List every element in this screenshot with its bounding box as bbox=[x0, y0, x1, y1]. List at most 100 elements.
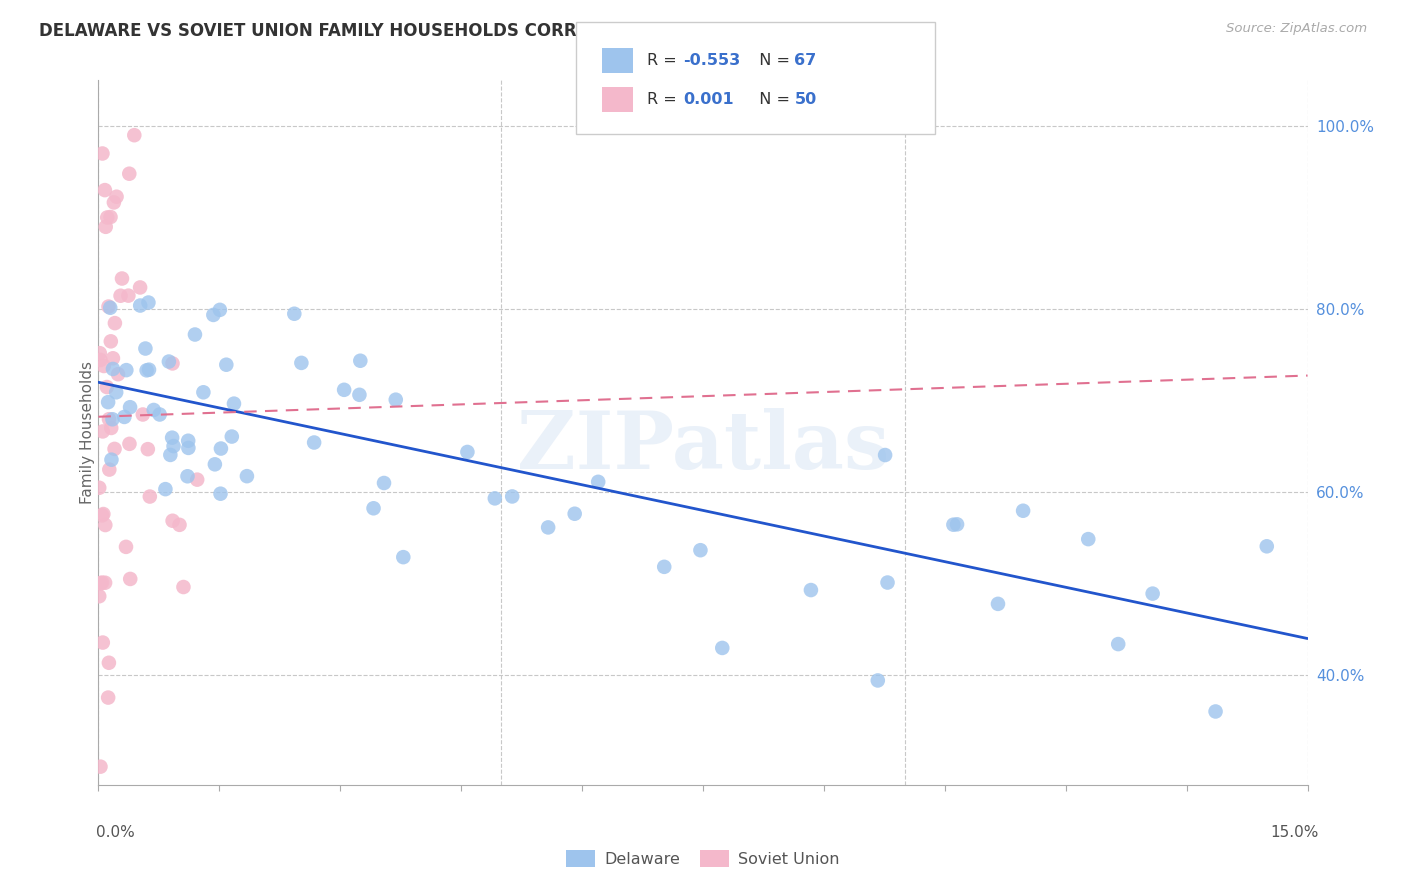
Point bbox=[100, 452, 122, 467]
Point bbox=[283, 307, 305, 321]
Point bbox=[89, 576, 111, 591]
Point bbox=[139, 490, 162, 504]
Point bbox=[112, 409, 135, 424]
Point bbox=[392, 550, 415, 565]
Point bbox=[97, 395, 120, 409]
Point bbox=[157, 354, 180, 368]
Point bbox=[91, 635, 114, 649]
Point bbox=[100, 210, 122, 224]
Point bbox=[98, 301, 121, 315]
Point bbox=[89, 481, 111, 495]
Point bbox=[800, 582, 823, 597]
Point bbox=[103, 195, 125, 210]
Point bbox=[176, 469, 198, 483]
Point bbox=[1012, 504, 1035, 518]
Point bbox=[501, 490, 523, 504]
Point bbox=[120, 572, 142, 586]
Text: -0.553: -0.553 bbox=[683, 54, 741, 68]
Point bbox=[91, 146, 114, 161]
Point bbox=[118, 167, 141, 181]
Text: N =: N = bbox=[749, 93, 796, 107]
Point bbox=[160, 431, 183, 445]
Point bbox=[91, 425, 114, 439]
Text: DELAWARE VS SOVIET UNION FAMILY HOUSEHOLDS CORRELATION CHART: DELAWARE VS SOVIET UNION FAMILY HOUSEHOL… bbox=[39, 22, 724, 40]
Point bbox=[100, 334, 122, 349]
Point bbox=[110, 289, 132, 303]
Text: 67: 67 bbox=[794, 54, 817, 68]
Point bbox=[103, 442, 125, 456]
Point bbox=[94, 575, 117, 590]
Point bbox=[111, 271, 134, 285]
Point bbox=[349, 388, 371, 402]
Text: R =: R = bbox=[647, 54, 682, 68]
Point bbox=[215, 358, 238, 372]
Point bbox=[91, 508, 114, 523]
Point bbox=[1077, 532, 1099, 546]
Point bbox=[101, 362, 124, 376]
Point bbox=[159, 448, 181, 462]
Point bbox=[456, 445, 478, 459]
Point bbox=[94, 219, 117, 234]
Point bbox=[204, 458, 226, 472]
Point bbox=[162, 439, 184, 453]
Legend: Delaware, Soviet Union: Delaware, Soviet Union bbox=[560, 843, 846, 873]
Text: 0.0%: 0.0% bbox=[96, 825, 135, 840]
Point bbox=[132, 408, 155, 422]
Point bbox=[1205, 705, 1227, 719]
Text: 50: 50 bbox=[794, 93, 817, 107]
Point bbox=[155, 482, 177, 496]
Point bbox=[302, 435, 325, 450]
Point bbox=[138, 295, 160, 310]
Point bbox=[586, 475, 609, 489]
Point bbox=[129, 299, 152, 313]
Point bbox=[711, 640, 734, 655]
Text: N =: N = bbox=[749, 54, 796, 68]
Point bbox=[94, 518, 117, 533]
Point bbox=[942, 517, 965, 532]
Point bbox=[89, 346, 111, 360]
Point bbox=[177, 434, 200, 448]
Point bbox=[193, 385, 215, 400]
Point bbox=[222, 397, 245, 411]
Point bbox=[107, 368, 129, 382]
Point bbox=[1107, 637, 1129, 651]
Point bbox=[89, 759, 111, 773]
Point bbox=[97, 300, 120, 314]
Point bbox=[290, 356, 312, 370]
Point bbox=[186, 473, 208, 487]
Point bbox=[384, 392, 406, 407]
Point bbox=[89, 353, 111, 368]
Point bbox=[172, 580, 194, 594]
Point bbox=[117, 288, 139, 302]
Point bbox=[875, 448, 897, 462]
Point bbox=[94, 183, 117, 197]
Point bbox=[169, 517, 191, 532]
Point bbox=[138, 362, 160, 376]
Text: ZIPatlas: ZIPatlas bbox=[517, 408, 889, 486]
Point bbox=[97, 690, 120, 705]
Text: 15.0%: 15.0% bbox=[1271, 825, 1319, 840]
Text: Source: ZipAtlas.com: Source: ZipAtlas.com bbox=[1226, 22, 1367, 36]
Point bbox=[89, 589, 111, 603]
Point bbox=[142, 403, 165, 417]
Point bbox=[162, 356, 184, 370]
Point bbox=[987, 597, 1010, 611]
Point bbox=[177, 441, 200, 455]
Point bbox=[136, 442, 159, 457]
Point bbox=[652, 559, 675, 574]
Point bbox=[689, 543, 711, 558]
Point bbox=[876, 575, 898, 590]
Point bbox=[1256, 539, 1278, 553]
Point bbox=[115, 540, 138, 554]
Point bbox=[363, 501, 385, 516]
Point bbox=[124, 128, 146, 143]
Point bbox=[221, 429, 243, 443]
Point bbox=[537, 520, 560, 534]
Point bbox=[1142, 586, 1164, 600]
Point bbox=[484, 491, 506, 506]
Point bbox=[120, 401, 142, 415]
Point bbox=[946, 517, 969, 532]
Point bbox=[101, 351, 124, 366]
Point bbox=[105, 385, 128, 400]
Point bbox=[101, 412, 124, 426]
